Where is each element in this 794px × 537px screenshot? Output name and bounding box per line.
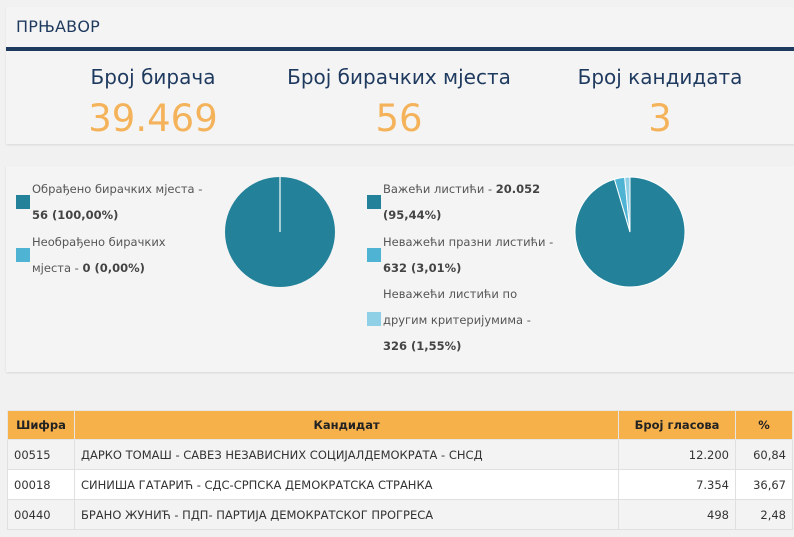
cell-pct: 2,48 <box>735 499 793 530</box>
table-row: 00018 СИНИША ГАТАРИЋ - СДС-СРПСКА ДЕМОКР… <box>7 469 793 500</box>
cell-votes: 12.200 <box>618 439 736 470</box>
legend-blank-line1: Неважећи празни листићи - <box>383 235 554 249</box>
legend-invalid-other-line2: другим критеријумима - <box>383 313 531 327</box>
legend-swatch-blank <box>367 248 381 262</box>
legend-blank-value: 632 (3,01%) <box>383 261 462 275</box>
legend-unprocessed-line2: мјеста - <box>32 261 83 275</box>
table-row: 00515 ДАРКО ТОМАШ - САВЕЗ НЕЗАВИСНИХ СОЦ… <box>7 439 793 470</box>
legend-valid: Важећи листићи - 20.052 (95,44%) <box>383 176 540 228</box>
legend-swatch-valid <box>367 195 381 209</box>
legend-unprocessed-value: 0 (0,00%) <box>82 261 145 275</box>
col-header-pct[interactable]: % <box>735 410 793 440</box>
stat-candidates-value: 3 <box>648 97 672 140</box>
legend-swatch-processed <box>16 195 30 209</box>
legend-unprocessed: Необрађено бирачких мјеста - 0 (0,00%) <box>32 229 166 281</box>
legend-processed-value: 56 (100,00%) <box>32 208 119 222</box>
polling-stations-pie <box>225 177 335 287</box>
table-row: 00440 БРАНО ЖУНИЋ - ПДП- ПАРТИЈА ДЕМОКРА… <box>7 499 793 530</box>
legend-processed-line1: Обрађено бирачких мјеста - <box>32 182 203 196</box>
cell-code: 00440 <box>7 499 75 530</box>
cell-pct: 60,84 <box>735 439 793 470</box>
cell-code: 00018 <box>7 469 75 500</box>
cell-candidate: СИНИША ГАТАРИЋ - СДС-СРПСКА ДЕМОКРАТСКА … <box>73 469 620 500</box>
col-header-votes[interactable]: Број гласова <box>618 410 736 440</box>
legend-unprocessed-line1: Необрађено бирачких <box>32 235 166 249</box>
table-header-row: Шифра Кандидат Број гласова % <box>7 410 793 440</box>
col-header-candidate[interactable]: Кандидат <box>73 410 620 440</box>
legend-invalid-other-line1: Неважећи листићи по <box>383 287 518 301</box>
results-table: Шифра Кандидат Број гласова % 00515 ДАРК… <box>7 410 793 530</box>
col-header-code[interactable]: Шифра <box>7 410 75 440</box>
legend-invalid-other: Неважећи листићи по другим критеријумима… <box>383 281 531 359</box>
stat-polling-stations-label: Број бирачких мјеста <box>287 65 511 89</box>
ballots-pie-slice-2 <box>624 176 631 233</box>
stat-voters-label: Број бирача <box>90 65 216 89</box>
legend-invalid-other-value: 326 (1,55%) <box>383 339 462 353</box>
municipality-header: ПРЊАВОР <box>6 7 794 51</box>
cell-candidate: ДАРКО ТОМАШ - САВЕЗ НЕЗАВИСНИХ СОЦИЈАЛДЕ… <box>73 439 620 470</box>
legend-valid-label: Важећи листићи - <box>383 182 496 196</box>
cell-pct: 36,67 <box>735 469 793 500</box>
legend-swatch-unprocessed <box>16 248 30 262</box>
legend-processed: Обрађено бирачких мјеста - 56 (100,00%) <box>32 176 202 228</box>
charts-panel: Обрађено бирачких мјеста - 56 (100,00%) … <box>6 166 794 372</box>
page-title: ПРЊАВОР <box>16 17 100 36</box>
cell-candidate: БРАНО ЖУНИЋ - ПДП- ПАРТИЈА ДЕМОКРАТСКОГ … <box>73 499 620 530</box>
ballots-pie <box>574 176 686 288</box>
legend-swatch-invalid-other <box>367 312 381 326</box>
cell-votes: 498 <box>618 499 736 530</box>
legend-valid-count: 20.052 <box>495 182 541 196</box>
cell-votes: 7.354 <box>618 469 736 500</box>
legend-blank: Неважећи празни листићи - 632 (3,01%) <box>383 229 553 281</box>
cell-code: 00515 <box>7 439 75 470</box>
stat-polling-stations-value: 56 <box>375 97 423 140</box>
stat-voters-value: 39.469 <box>88 97 218 140</box>
summary-stats: Број бирача 39.469 Број бирачких мјеста … <box>6 51 794 144</box>
legend-valid-pct: (95,44%) <box>383 208 442 222</box>
stat-candidates-label: Број кандидата <box>577 65 743 89</box>
